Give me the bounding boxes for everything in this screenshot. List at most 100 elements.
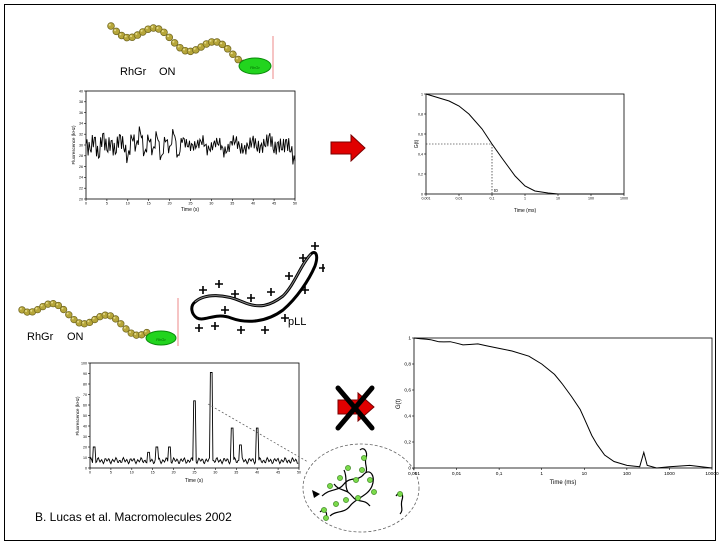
top-trace-chart: 20 22 24 26 28 30 32 34 36 38 40 0 5 10 15 20 25 30 35 40 45… xyxy=(71,89,297,213)
bead-shine xyxy=(45,302,48,305)
fluorophore-dot xyxy=(355,495,361,501)
bead-shine xyxy=(25,309,28,312)
bead-shine xyxy=(167,35,170,38)
top-trace-ylabel: Fluorescence (kHz) xyxy=(71,125,76,165)
ytick-label: 0 xyxy=(421,192,423,196)
zoom-connector xyxy=(207,403,309,463)
xtick-label: 0 xyxy=(89,471,91,475)
bead-shine xyxy=(225,46,228,49)
xtick-label: 35 xyxy=(234,471,238,475)
ytick-label: 26 xyxy=(79,165,83,169)
ytick-label: 34 xyxy=(79,122,83,126)
ytick-label: 0,8 xyxy=(418,112,423,116)
bottom-correlation-chart: 0 0,2 0,4 0,6 0,8 1 0,001 0,01 0,1 1 10 100 1000 1000… xyxy=(396,336,719,486)
bead-shine xyxy=(151,25,154,28)
top-on-label: ON xyxy=(159,66,176,78)
xtick-label: 0,1 xyxy=(490,197,495,201)
xtick-label: 10000 xyxy=(705,471,719,477)
fluorophore-dot xyxy=(397,491,403,497)
top-correlation-guides xyxy=(426,143,493,194)
xtick-label: 50 xyxy=(297,471,301,475)
bottom-correlation-xlabel: Time (ms) xyxy=(550,480,577,486)
ytick-label: 32 xyxy=(79,132,83,136)
bottom-trace-series xyxy=(89,372,299,465)
bead-shine xyxy=(40,304,43,307)
xtick-label: 100 xyxy=(623,471,631,477)
top-molecule: RhGr xyxy=(107,22,274,79)
bead xyxy=(59,305,68,314)
bead xyxy=(170,39,179,47)
bottom-rhgr-label: RhGr xyxy=(27,331,54,343)
ytick-label: 20 xyxy=(83,445,87,449)
plus-charge xyxy=(215,280,223,288)
complex-fluorophores xyxy=(321,455,403,521)
ytick-label: 0,6 xyxy=(404,388,411,394)
bottom-correlation-ylabel: G(t) xyxy=(396,399,402,409)
top-bead-chain xyxy=(107,22,248,68)
complex-strands xyxy=(319,448,404,519)
bead xyxy=(65,311,73,319)
plus-charge xyxy=(247,294,255,302)
bead-shine xyxy=(92,317,95,320)
bead-shine xyxy=(66,312,69,315)
xtick-label: 10 xyxy=(126,202,130,206)
plus-charge xyxy=(285,272,293,280)
xtick-label: 15 xyxy=(151,471,155,475)
xtick-label: 0,1 xyxy=(496,471,503,477)
bead-shine xyxy=(129,330,132,333)
ytick-label: 0,2 xyxy=(404,440,411,446)
bead-shine xyxy=(108,313,111,316)
fluorophore-dot xyxy=(353,477,359,483)
xtick-label: 20 xyxy=(168,202,172,206)
pll-polymer xyxy=(190,242,325,334)
ytick-label: 22 xyxy=(79,186,83,190)
bead-shine xyxy=(71,317,74,320)
bead xyxy=(165,33,174,42)
xtick-label: 15 xyxy=(147,202,151,206)
bead-shine xyxy=(51,301,54,304)
xtick-label: 1000 xyxy=(664,471,675,477)
bead-shine xyxy=(119,33,122,36)
bead-shine xyxy=(209,39,212,42)
pll-label: pLL xyxy=(288,316,307,328)
bead xyxy=(117,320,125,328)
xtick-label: 45 xyxy=(272,202,276,206)
slide-frame xyxy=(4,4,716,541)
plus-charge xyxy=(199,286,207,294)
bottom-trace-chart: 0 10 20 30 40 50 60 70 80 90 100 0 5 10 15 20 25 30 35 40 45… xyxy=(75,361,301,484)
bead-shine xyxy=(235,57,239,60)
ytick-label: 0,4 xyxy=(418,152,423,156)
bead-shine xyxy=(193,47,196,50)
bead-shine xyxy=(108,23,111,26)
xtick-label: 25 xyxy=(189,202,193,206)
bead xyxy=(223,45,232,53)
xtick-label: 50 xyxy=(293,202,297,206)
xtick-label: 30 xyxy=(209,202,213,206)
bead-shine xyxy=(30,309,33,312)
top-fluorophore xyxy=(238,57,272,75)
fluorophore-dot xyxy=(361,455,367,461)
xtick-label: 5 xyxy=(106,202,108,206)
plus-charge xyxy=(211,322,219,330)
ytick-label: 70 xyxy=(83,393,87,397)
fluorophore-dot xyxy=(359,467,365,473)
top-correlation-chart: 00,20,40,60,810,001 0,01 0,1 1 10 100 1000 t0 … xyxy=(414,92,628,214)
ytick-label: 100 xyxy=(81,361,87,365)
bead-shine xyxy=(134,333,137,336)
bead-shine xyxy=(123,326,126,329)
ytick-label: 40 xyxy=(83,424,87,428)
bead-shine xyxy=(188,49,191,52)
bead-shine xyxy=(182,48,186,51)
bead-shine xyxy=(139,332,142,335)
fluorophore-dot xyxy=(321,507,327,513)
top-red-arrow xyxy=(330,134,366,162)
ytick-label: 10 xyxy=(83,456,87,460)
xtick-label: 40 xyxy=(255,471,259,475)
bead-shine xyxy=(124,35,127,38)
plus-charge xyxy=(231,290,239,298)
xtick-label: 30 xyxy=(213,471,217,475)
bead-shine xyxy=(145,26,148,30)
plus-charge xyxy=(267,288,275,296)
xtick-label: 0 xyxy=(85,202,87,206)
pll-charges xyxy=(195,242,325,334)
